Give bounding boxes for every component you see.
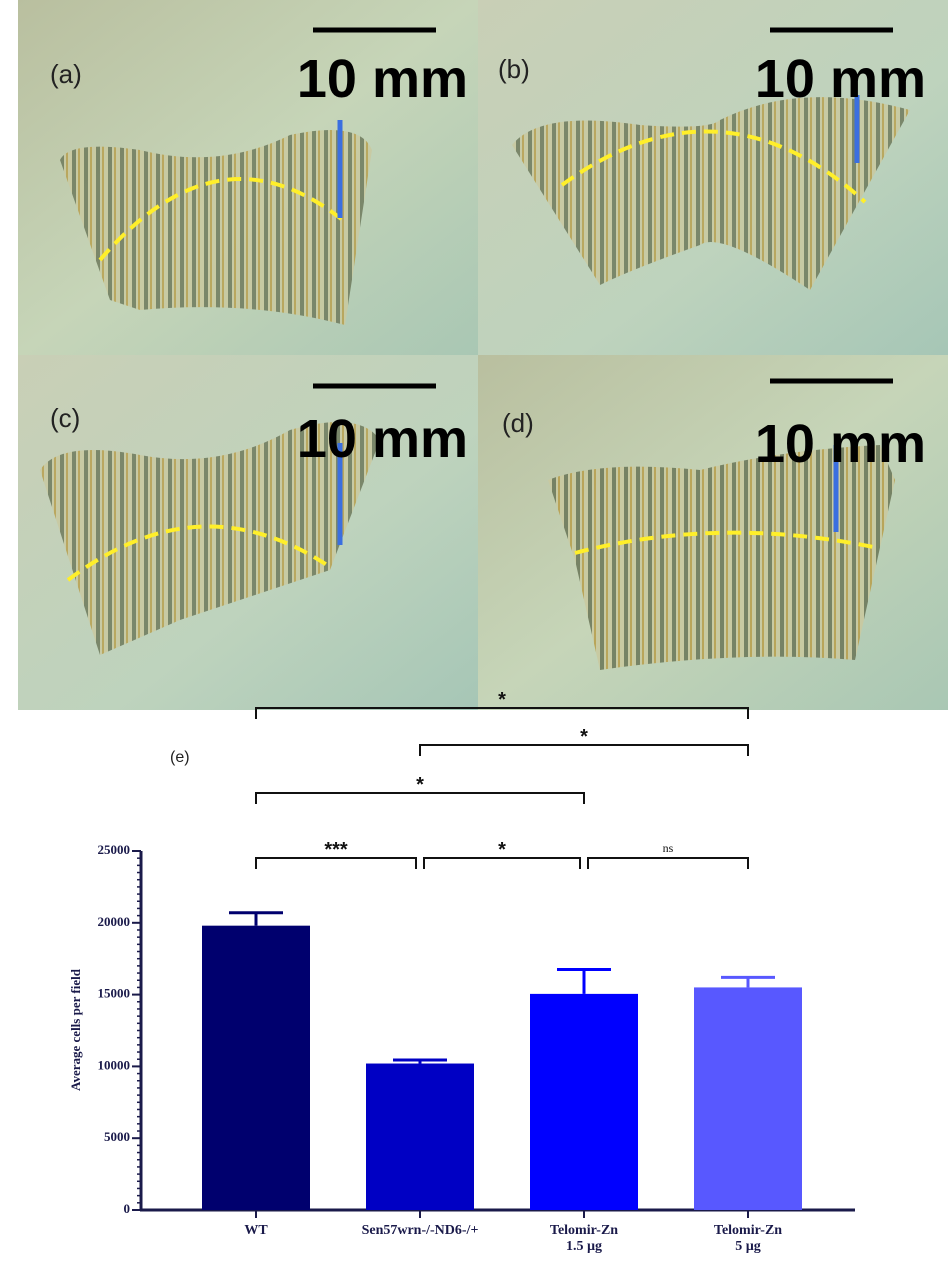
significance-label: * — [416, 774, 424, 796]
bar — [202, 925, 310, 1210]
fin — [512, 97, 910, 290]
panel-label: (c) — [50, 403, 80, 433]
x-tick-label: Telomir-Zn 5 µg — [713, 1223, 783, 1254]
x-tick-label: Telomir-Zn 1.5 µg — [549, 1223, 619, 1254]
significance-bracket — [587, 857, 749, 869]
scale-text: 10 mm — [755, 49, 926, 109]
bar — [530, 993, 638, 1210]
scale-text: 10 mm — [297, 409, 468, 469]
fin — [548, 445, 895, 670]
y-tick-label: 20000 — [98, 914, 131, 929]
panel-label: (a) — [50, 59, 82, 89]
y-axis-title: Average cells per field — [68, 968, 83, 1091]
panel-label: (e) — [170, 749, 190, 766]
significance-bracket — [419, 744, 749, 756]
bar — [366, 1063, 474, 1210]
scale-text: 10 mm — [297, 49, 468, 109]
significance-label: *** — [324, 839, 348, 861]
scale-text: 10 mm — [755, 414, 926, 474]
y-tick-label: 25000 — [98, 842, 131, 857]
panel-label: (d) — [502, 408, 534, 438]
dashed-arc — [66, 524, 332, 582]
photos: (a) (b) (c) (d) 10 mm 10 mm 10 mm 10 mm — [18, 0, 948, 710]
fin — [40, 422, 380, 655]
significance-label: * — [498, 689, 506, 711]
y-tick-label: 0 — [124, 1201, 131, 1216]
y-tick-label: 15000 — [98, 986, 131, 1001]
bar — [694, 987, 802, 1210]
significance-bracket — [423, 857, 581, 869]
significance-bracket — [255, 857, 417, 869]
significance-bracket — [255, 792, 585, 804]
dashed-arc — [98, 177, 347, 262]
dashed-arc — [560, 129, 867, 204]
significance-label: ns — [663, 841, 674, 855]
dashed-arc — [574, 530, 879, 555]
significance-label: * — [498, 839, 506, 861]
y-tick-label: 5000 — [104, 1129, 130, 1144]
x-tick-label: Sen57wrn-/-ND6-/+ — [361, 1223, 479, 1238]
fin — [60, 130, 372, 325]
y-tick-label: 10000 — [98, 1057, 131, 1072]
x-tick-label: WT — [244, 1223, 268, 1238]
significance-bracket — [255, 707, 749, 719]
significance-label: * — [580, 726, 588, 748]
panel-label: (b) — [498, 54, 530, 84]
